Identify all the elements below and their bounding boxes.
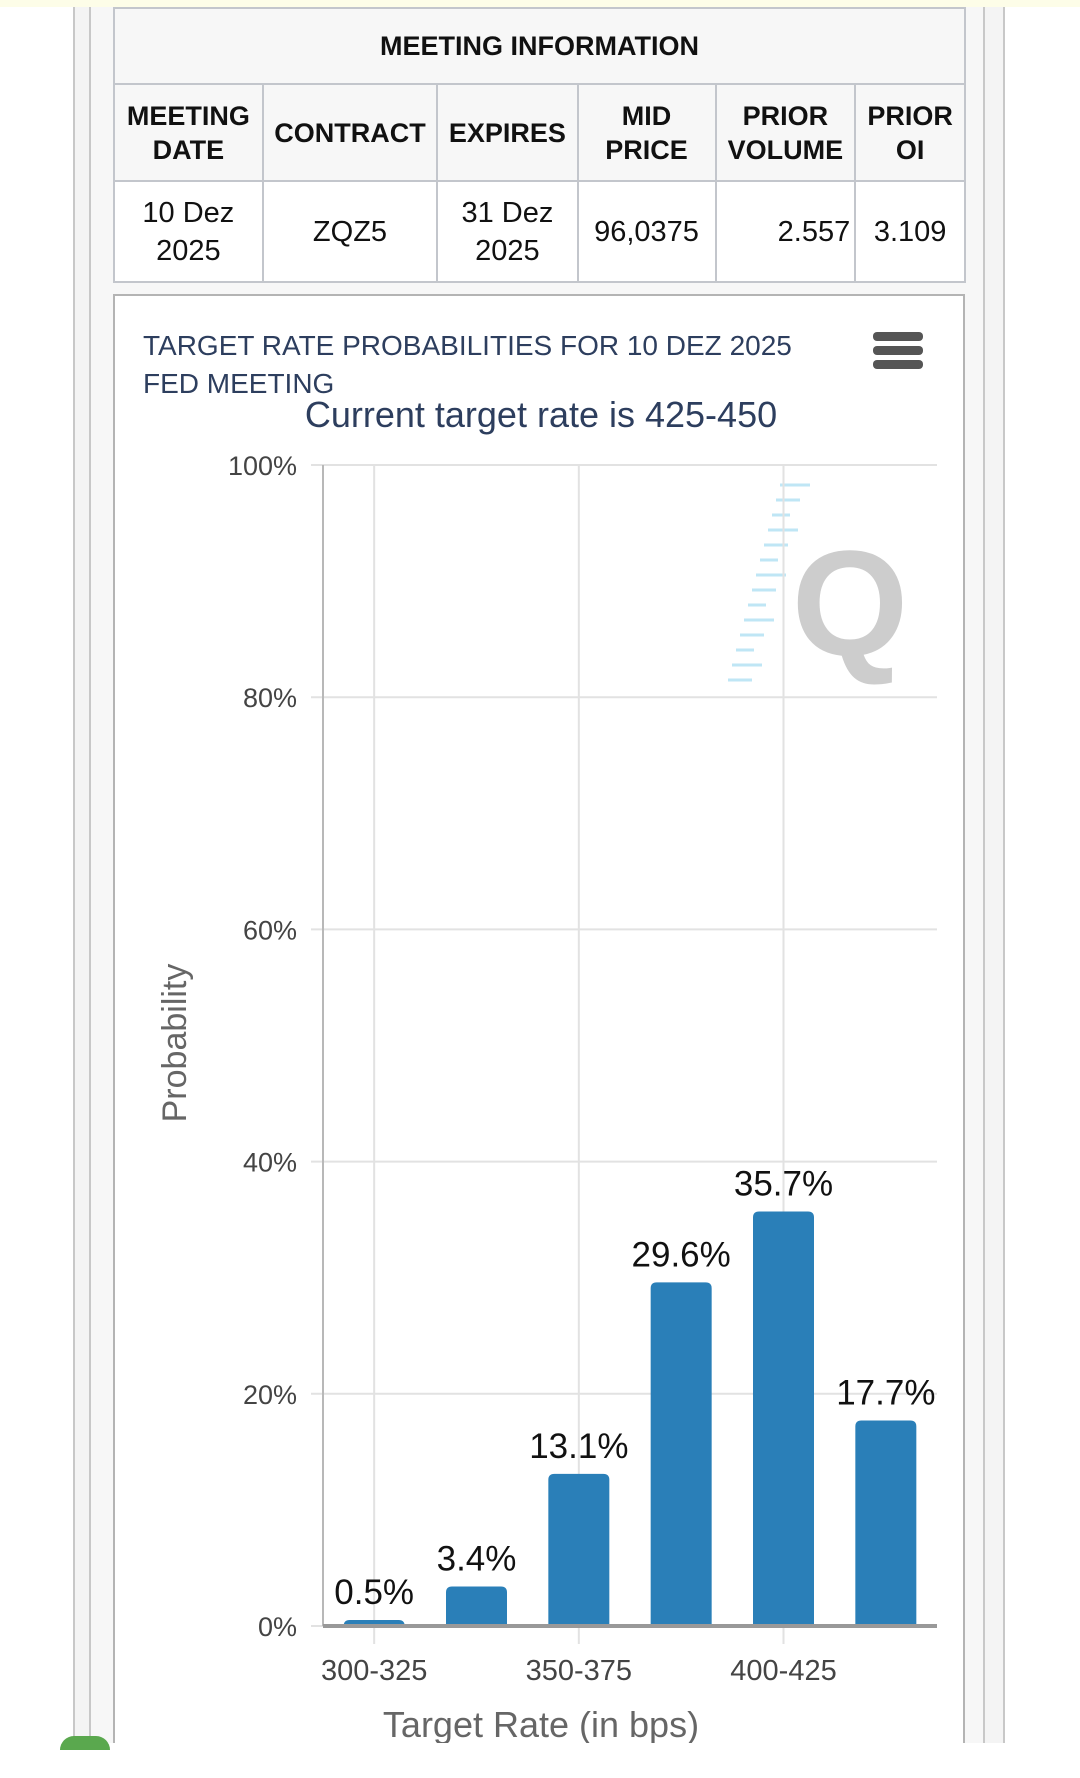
cell-text: 3.109 [873,215,947,248]
column-header: PRIOR OI [854,83,966,182]
chart-title-line: TARGET RATE PROBABILITIES FOR 10 DEZ 202… [143,330,792,361]
data-label: 17.7% [836,1374,935,1413]
header-text: DATE [152,134,225,165]
column-header: EXPIRES [436,83,579,182]
bar [753,1211,814,1626]
x-tick-label: 400-425 [730,1655,836,1687]
column-header: CONTRACT [261,83,439,182]
top-strip [0,0,1080,7]
cell-text: 10 Dez [142,196,235,229]
chart-title-line: FED MEETING [143,368,334,399]
x-axis-title: Target Rate (in bps) [383,1704,699,1745]
bar [650,1282,712,1626]
x-tick-label: 350-375 [526,1655,632,1687]
meeting-information-table: MEETING INFORMATION MEETING DATE CONTRACT E… [113,7,966,283]
table-cell: 3.109 [854,180,966,283]
y-tick-label: 60% [243,915,297,945]
left-frame [73,7,91,1743]
data-label: 0.5% [334,1573,414,1612]
bar [446,1586,507,1626]
cell-text: 2025 [156,234,221,267]
hamburger-menu-icon[interactable] [873,332,923,369]
table-header-row: MEETING DATE CONTRACT EXPIRES MID PRICE PRIOR V… [113,83,966,182]
y-tick-label: 40% [243,1148,297,1178]
column-header: PRIOR VOLUME [714,83,857,182]
chart-subtitle: Current target rate is 425-450 [305,394,777,435]
cell-text: 96,0375 [594,215,699,248]
header-text: CONTRACT [274,117,426,148]
y-tick-label: 0% [258,1612,297,1642]
header-text: OI [895,134,925,165]
cell-text: ZQZ5 [312,215,388,248]
table-cell: 2.557 [714,180,857,283]
table-cell: 96,0375 [576,180,717,283]
header-text: PRIOR [867,100,953,131]
column-header: MEETING DATE [113,83,264,182]
right-frame [983,7,1005,1743]
header-text: PRICE [605,134,688,165]
y-tick-label: 80% [243,683,297,713]
data-label: 35.7% [734,1165,833,1204]
header-text: MID [621,100,672,131]
header-text: MEETING [126,100,250,131]
table-cell: 31 Dez 2025 [436,180,579,283]
data-label: 13.1% [529,1427,628,1466]
bottom-area [0,1743,1080,1778]
bar [548,1473,610,1626]
y-axis-title: Probability [156,964,194,1123]
table-cell: 10 Dez 2025 [113,180,264,283]
cell-text: 2025 [475,234,540,267]
header-text: PRIOR [742,100,829,131]
table-cell: ZQZ5 [261,180,439,283]
y-tick-label: 100% [228,451,297,481]
cell-text: 31 Dez [461,196,554,229]
chart-container [113,294,965,1756]
header-text: VOLUME [727,134,844,165]
data-label: 29.6% [632,1235,731,1274]
cell-text: 2.557 [777,215,851,248]
data-label: 3.4% [437,1540,517,1579]
watermark-q: Q [792,519,909,687]
x-tick-label: 300-325 [321,1655,427,1687]
floating-button[interactable] [60,1736,110,1750]
y-tick-label: 20% [243,1380,297,1410]
column-header: MID PRICE [576,83,717,182]
header-text: EXPIRES [448,117,566,148]
bar [855,1420,917,1626]
table-title: MEETING INFORMATION [113,7,966,85]
table-row: 10 Dez 2025 ZQZ5 31 Dez 2025 96,0375 2.557 3.10… [113,180,966,283]
